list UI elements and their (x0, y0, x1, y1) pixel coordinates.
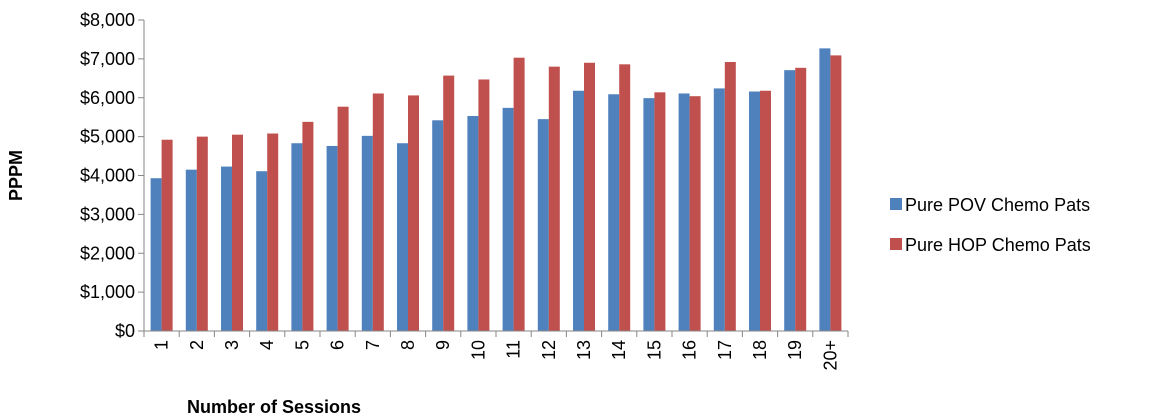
x-tick-label: 9 (433, 340, 453, 350)
bar-hop-16 (689, 96, 701, 331)
y-tick-label: $1,000 (80, 282, 135, 302)
bar-pov-20+ (819, 48, 831, 331)
x-tick-label: 5 (292, 340, 312, 350)
bar-pov-4 (256, 171, 268, 331)
bar-hop-5 (302, 121, 314, 331)
x-tick-label: 14 (609, 340, 629, 360)
y-tick-label: $4,000 (80, 166, 135, 186)
bar-pov-17 (713, 88, 725, 331)
bar-hop-13 (584, 62, 595, 331)
bar-hop-19 (795, 67, 807, 331)
x-tick-label: 3 (222, 340, 242, 350)
x-tick-label: 10 (468, 340, 488, 360)
bar-hop-12 (548, 66, 560, 332)
x-tick-label: 20+ (820, 340, 840, 371)
y-tick-label: $8,000 (80, 10, 135, 30)
bar-hop-3 (232, 134, 243, 331)
bar-pov-1 (150, 178, 162, 331)
x-tick-label: 18 (750, 340, 770, 360)
bar-pov-18 (749, 91, 760, 331)
x-tick-label: 7 (363, 340, 383, 350)
x-axis: 1 2 3 4 5 6 7 8 9 10 11 12 13 14 15 16 17 18 19 20+ (143, 330, 849, 371)
y-tick-label: $5,000 (80, 127, 135, 147)
bar-pov-12 (537, 119, 549, 331)
bar-hop-10 (478, 79, 490, 331)
bar-hop-7 (372, 93, 384, 331)
y-tick-label: $3,000 (80, 204, 135, 224)
bar-pov-11 (502, 107, 514, 331)
bar-pov-19 (784, 70, 796, 332)
bar-pov-6 (326, 145, 338, 331)
bar-hop-4 (267, 133, 279, 331)
x-tick-label: 16 (680, 340, 700, 360)
bar-hop-14 (619, 64, 631, 331)
bar-pov-5 (291, 143, 303, 331)
legend: Pure POV Chemo Pats Pure HOP Chemo Pats (890, 195, 1091, 255)
bar-pov-10 (467, 116, 479, 332)
legend-swatch-hop (890, 238, 902, 250)
x-tick-label: 15 (644, 340, 664, 360)
x-tick-label: 19 (785, 340, 805, 360)
x-tick-label: 6 (328, 340, 348, 350)
x-tick-label: 11 (504, 340, 524, 359)
bars (150, 48, 842, 332)
x-tick-label: 1 (152, 340, 172, 350)
y-tick-label: $7,000 (80, 49, 135, 69)
y-tick-label: $2,000 (80, 243, 135, 263)
x-axis-title: Number of Sessions (187, 397, 361, 417)
bar-hop-9 (443, 75, 455, 331)
legend-label-pov: Pure POV Chemo Pats (905, 195, 1090, 215)
x-tick-label: 17 (715, 340, 735, 360)
bar-hop-20+ (830, 55, 842, 331)
y-axis-title: PPPM (6, 150, 26, 201)
bar-hop-6 (337, 106, 349, 331)
bar-hop-15 (654, 92, 666, 332)
bar-pov-16 (678, 93, 690, 331)
legend-label-hop: Pure HOP Chemo Pats (905, 235, 1091, 255)
bar-pov-2 (185, 169, 197, 331)
y-tick-label: $6,000 (80, 88, 135, 108)
bar-pov-15 (643, 98, 655, 331)
bar-pov-9 (432, 120, 444, 331)
bar-hop-1 (161, 139, 173, 331)
x-tick-label: 13 (574, 340, 594, 360)
bar-pov-3 (221, 166, 232, 331)
bar-pov-8 (397, 143, 408, 331)
bar-pov-7 (361, 135, 373, 331)
bar-hop-17 (724, 61, 736, 332)
x-tick-label: 4 (257, 340, 277, 350)
y-tick-label: $0 (115, 321, 135, 341)
bar-hop-11 (513, 57, 525, 332)
legend-swatch-pov (890, 198, 902, 210)
bar-pov-14 (608, 94, 620, 331)
x-tick-label: 8 (398, 340, 418, 350)
bar-pov-13 (573, 90, 584, 331)
x-tick-label: 12 (539, 340, 559, 360)
bar-hop-18 (760, 90, 771, 331)
y-axis: $0 $1,000 $2,000 $3,000 $4,000 $5,000 $6,000 $7… (80, 10, 145, 341)
bar-hop-8 (408, 95, 419, 331)
x-tick-label: 2 (187, 340, 207, 350)
bar-hop-2 (196, 136, 208, 331)
